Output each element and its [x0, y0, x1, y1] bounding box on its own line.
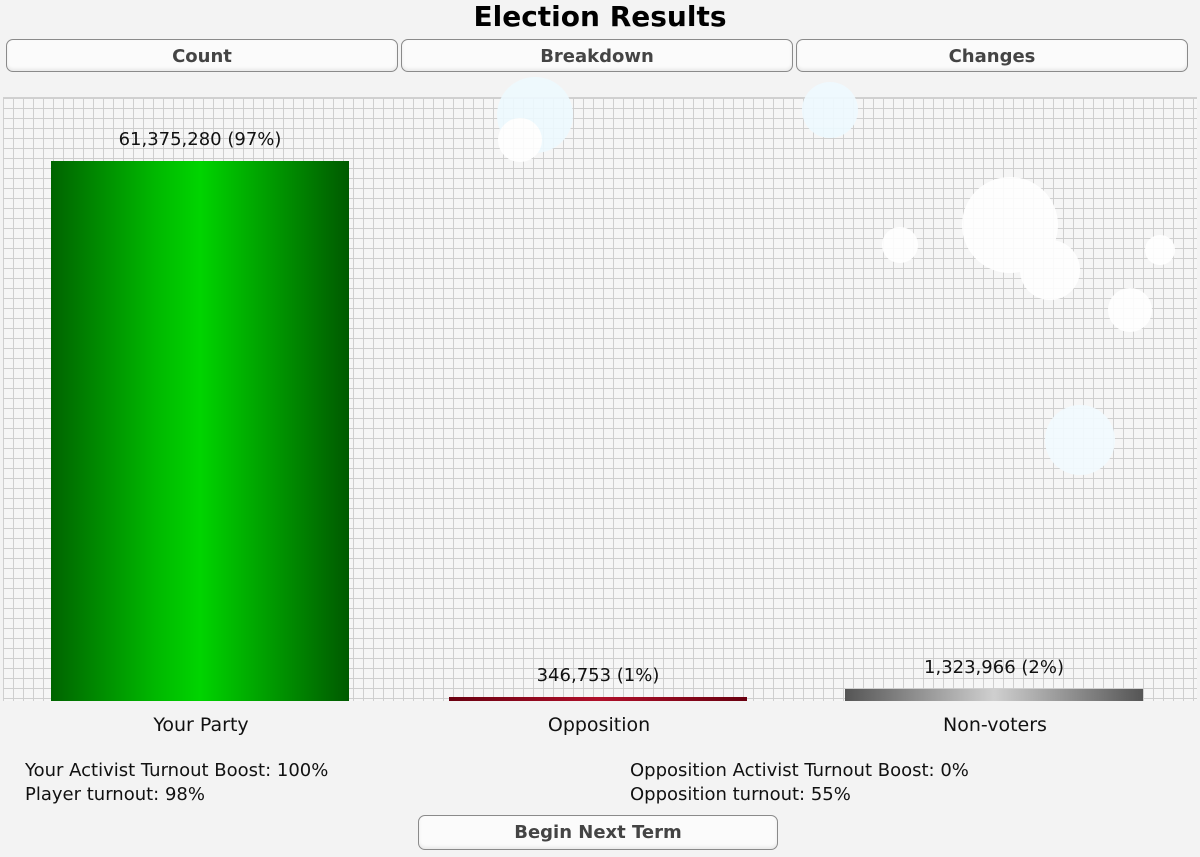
bar-your-party: [51, 161, 349, 701]
tab-breakdown[interactable]: Breakdown: [401, 39, 793, 72]
page-title: Election Results: [473, 0, 727, 33]
tab-changes[interactable]: Changes: [796, 39, 1188, 72]
bar-opposition: [449, 697, 747, 701]
tab-count[interactable]: Count: [6, 39, 398, 72]
bar-non-voters: [845, 689, 1143, 701]
value-label-non-voters: 1,323,966 (2%): [924, 657, 1064, 678]
opposition-activist-boost: Opposition Activist Turnout Boost: 0%: [630, 760, 969, 781]
category-label-opposition: Opposition: [547, 714, 651, 736]
value-label-opposition: 346,753 (1%): [536, 665, 660, 686]
chart-plot-area: 61,375,280 (97%) 346,753 (1%) 1,323,966 …: [3, 97, 1197, 701]
player-activist-boost: Your Activist Turnout Boost: 100%: [25, 760, 329, 781]
tab-bar: Count Breakdown Changes: [6, 39, 1190, 74]
player-turnout: Player turnout: 98%: [25, 784, 205, 805]
opposition-turnout: Opposition turnout: 55%: [630, 784, 851, 805]
begin-next-term-button[interactable]: Begin Next Term: [418, 815, 778, 850]
value-label-your-party: 61,375,280 (97%): [118, 129, 282, 150]
category-label-your-party: Your Party: [153, 714, 249, 736]
category-label-non-voters: Non-voters: [943, 714, 1047, 736]
